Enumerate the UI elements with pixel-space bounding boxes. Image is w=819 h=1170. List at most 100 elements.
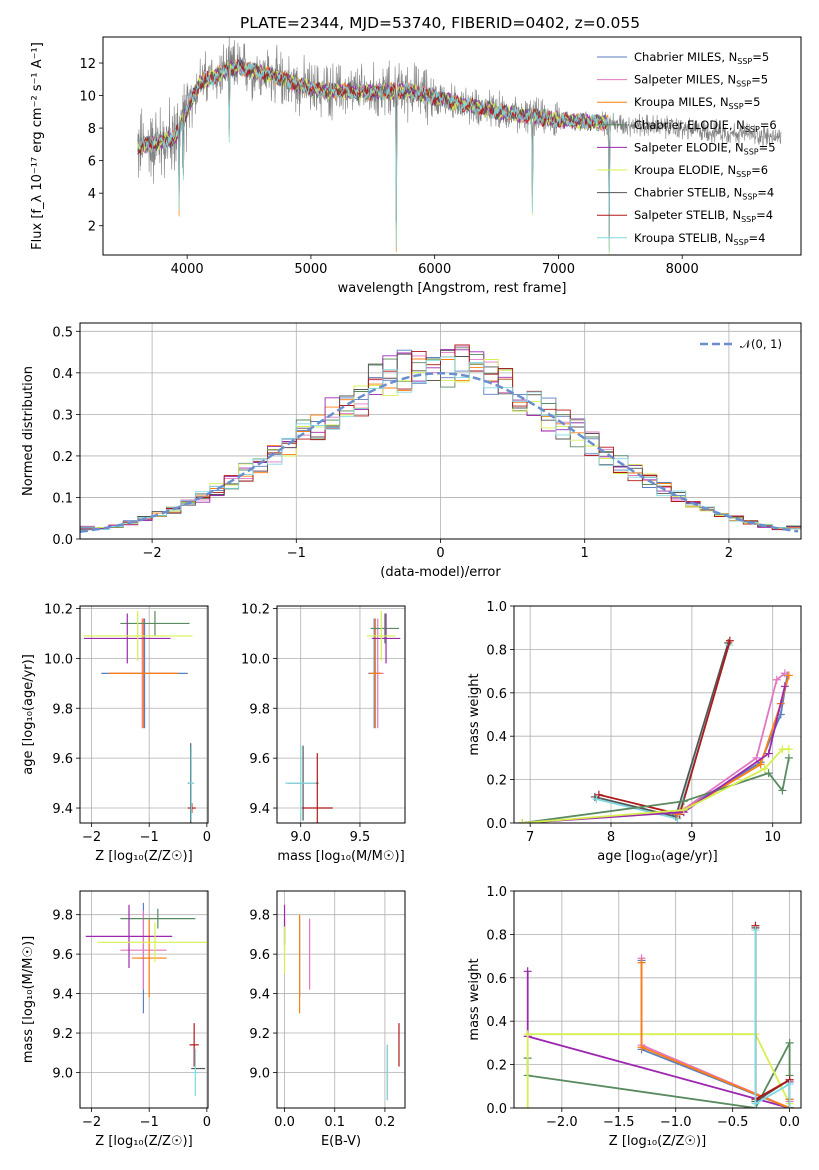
histograms: [80, 344, 801, 533]
x-tick-label: 8000: [666, 262, 699, 277]
weight-marker: [592, 795, 601, 804]
y-tick-label: 12: [79, 57, 96, 72]
weight-marker: [778, 786, 787, 795]
y-tick-label: 0.2: [52, 450, 73, 465]
spectrum-panel: 4000 5000 6000 7000 8000 2 4 6 8 10 12 wavelength […: [30, 36, 802, 296]
axes-frame: [513, 605, 802, 824]
x-tick-label: 7: [526, 830, 534, 845]
x-tick-label: −2: [82, 830, 101, 845]
y-tick-label: 9.6: [52, 948, 73, 963]
y-tick-label: 0.6: [486, 687, 507, 702]
y-tick-label: 9.8: [52, 909, 73, 924]
x-axis-label: E(B-V): [321, 1134, 361, 1149]
y-tick-label: 1.0: [486, 600, 507, 615]
weight-marker: [785, 1038, 794, 1047]
y-tick-label: 0.6: [486, 972, 507, 987]
legend-sub: SSP: [734, 238, 749, 247]
y-tick-label: 0.5: [52, 325, 73, 340]
legend-label: Chabrier ELODIE, NSSP=6: [634, 118, 777, 134]
weight-marker: [756, 760, 765, 769]
x-axis-label: (data-model)/error: [380, 565, 501, 580]
weight-marker: [780, 682, 789, 691]
x-tick-label: 0: [436, 546, 444, 561]
weight-marker: [523, 1104, 532, 1108]
weight-marker: [751, 926, 760, 935]
legend-count: =5: [751, 73, 768, 87]
weight-line: [522, 686, 786, 823]
x-tick-label: 10: [764, 830, 781, 845]
x-tick-label: −2: [82, 1115, 101, 1130]
legend-sub: SSP: [736, 170, 751, 179]
weight-line: [598, 640, 731, 816]
x-axis-label: age [log₁₀(age/yr)]: [597, 849, 718, 864]
x-tick-label: 0.1: [324, 1115, 345, 1130]
weight-marker: [764, 769, 773, 778]
legend-sub: SSP: [742, 193, 757, 202]
weight-marker: [772, 675, 781, 684]
x-tick-label: −2.0: [546, 1115, 578, 1130]
x-tick-label: −1.0: [660, 1115, 692, 1130]
weight-marker: [751, 1099, 760, 1108]
y-tick-label: 0.2: [486, 774, 507, 789]
weight-line: [522, 748, 789, 823]
x-tick-label: 4000: [171, 262, 204, 277]
weight-marker: [679, 805, 688, 814]
x-tick-label: 0: [203, 830, 211, 845]
y-tick-label: 2: [88, 220, 96, 235]
y-tick-label: 1.0: [486, 885, 507, 900]
x-tick-label: −1: [287, 546, 306, 561]
y-tick-label: 10.2: [241, 602, 270, 617]
x-tick-label: −1: [140, 830, 159, 845]
figure-title: PLATE=2344, MJD=53740, FIBERID=0402, z=0…: [240, 14, 640, 32]
axes-frame: [513, 890, 802, 1109]
y-tick-label: 10.0: [44, 652, 73, 667]
axes-frame: [79, 605, 209, 824]
y-tick-label: 0.4: [486, 730, 507, 745]
y-tick-label: 10.2: [44, 602, 73, 617]
legend-label: 𝒩(0, 1): [740, 337, 782, 351]
legend-sub: SSP: [744, 147, 759, 156]
weight-marker: [764, 749, 773, 758]
y-tick-label: 9.4: [52, 802, 73, 817]
y-tick-label: 9.0: [52, 1066, 73, 1081]
x-tick-label: 2: [725, 546, 733, 561]
weight-marker: [760, 764, 769, 773]
legend-label: Kroupa ELODIE, NSSP=6: [634, 163, 768, 179]
x-tick-label: 1: [581, 546, 589, 561]
x-tick-label: −0.5: [717, 1115, 749, 1130]
weight-line: [679, 672, 786, 813]
y-tick-label: 6: [88, 155, 96, 170]
weight-marker: [637, 1043, 646, 1052]
x-tick-label: 6000: [418, 262, 451, 277]
legend-count: =4: [756, 208, 773, 222]
y-tick-label: 9.4: [249, 988, 270, 1003]
weight-line: [526, 971, 791, 1108]
x-tick-label: −1: [140, 1115, 159, 1130]
error-bars: [283, 904, 400, 1101]
weight-marker: [785, 1104, 794, 1108]
x-tick-label: 9.0: [290, 830, 311, 845]
y-tick-label: 0.2: [486, 1059, 507, 1074]
weight-marker: [752, 753, 761, 762]
y-tick-label: 9.6: [249, 948, 270, 963]
y-tick-label: 0.0: [486, 817, 507, 832]
x-tick-label: 0.0: [779, 1115, 800, 1130]
weight-line: [754, 930, 791, 1108]
x-axis-label: Z [log₁₀(Z/Z☉)]: [609, 1134, 706, 1149]
axes-frame: [79, 322, 802, 540]
weight-line: [594, 642, 730, 818]
y-tick-label: 9.8: [249, 702, 270, 717]
x-tick-label: 0: [203, 1115, 211, 1130]
legend-label: Chabrier MILES, NSSP=5: [634, 50, 769, 66]
legend-sub: SSP: [745, 125, 760, 134]
y-tick-label: 9.8: [52, 702, 73, 717]
y-tick-label: 10: [79, 90, 96, 105]
axes-frame: [102, 36, 802, 256]
x-axis-label: mass [log₁₀(M/M☉)]: [277, 849, 404, 864]
legend-count: =5: [752, 50, 769, 64]
weight-vs-Z-panel: −2.0 −1.5 −1.0 −0.5 0.0 0.0 0.2 0.4 0.6 0.8 1.0 Z […: [467, 885, 802, 1149]
x-axis-label: wavelength [Angstrom, rest frame]: [338, 281, 567, 296]
legend-sub: SSP: [729, 102, 744, 111]
y-tick-label: 0.8: [486, 928, 507, 943]
y-tick-label: 0.4: [52, 367, 73, 382]
